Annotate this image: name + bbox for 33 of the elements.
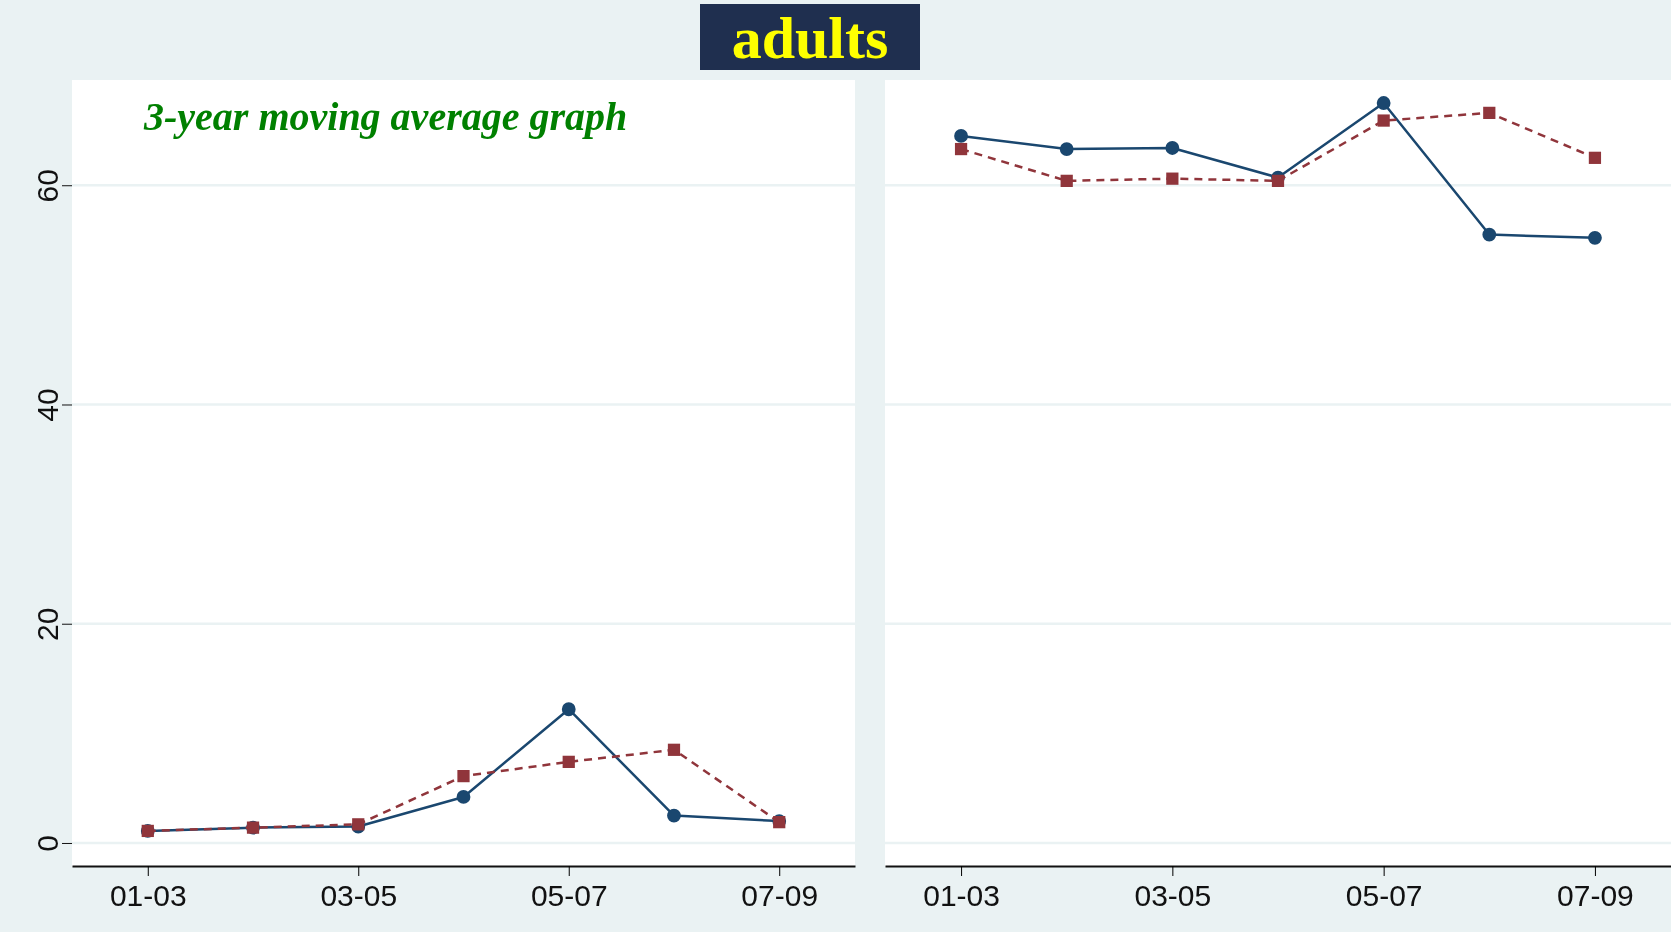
- y-tick-label: 40: [31, 388, 64, 422]
- point: [1377, 114, 1390, 127]
- point: [457, 769, 470, 783]
- point: [1271, 174, 1285, 187]
- point: [1059, 142, 1074, 156]
- x-tick-label: 03-05: [320, 879, 398, 912]
- x-tick-label: 01-03: [923, 879, 1000, 912]
- point: [562, 755, 575, 768]
- point: [1482, 227, 1497, 242]
- x-tick-label: 01-03: [109, 879, 187, 912]
- point: [1165, 141, 1180, 155]
- y-tick-label: 20: [31, 607, 64, 641]
- point: [954, 129, 968, 143]
- point: [1588, 230, 1602, 245]
- point: [954, 142, 968, 156]
- y-tick-label: 60: [31, 169, 64, 203]
- point: [667, 808, 681, 823]
- point: [561, 702, 576, 717]
- annotation: 3-year moving average graph: [143, 94, 628, 139]
- point: [1060, 174, 1073, 187]
- x-tick-label: 07-09: [1557, 879, 1634, 912]
- point: [1588, 151, 1602, 164]
- x-tick-label: 05-07: [530, 879, 608, 912]
- point: [456, 790, 471, 804]
- point: [667, 743, 681, 756]
- x-tick-label: 07-09: [741, 879, 819, 912]
- point: [1166, 172, 1179, 185]
- point: [1376, 96, 1391, 110]
- point: [1483, 106, 1496, 120]
- y-tick-label: 0: [31, 835, 64, 852]
- chart-title: adults: [731, 5, 889, 71]
- x-tick-label: 03-05: [1134, 879, 1212, 912]
- x-tick-label: 05-07: [1345, 879, 1423, 912]
